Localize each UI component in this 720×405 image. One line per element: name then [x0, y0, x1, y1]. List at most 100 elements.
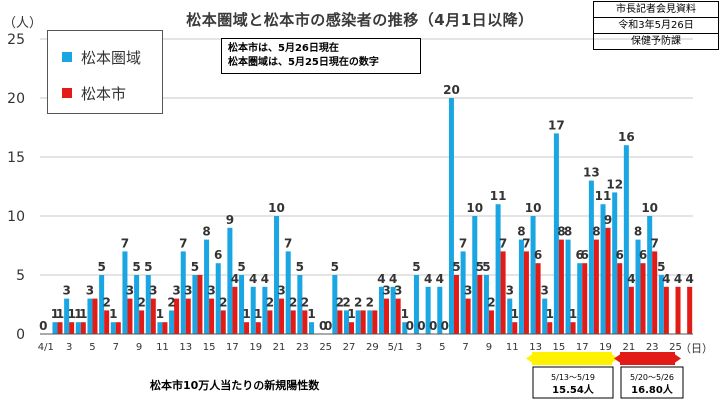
bar-label-region: 5	[657, 260, 665, 274]
y-axis-unit-label: （人）	[3, 16, 42, 31]
bar-label-city: 6	[581, 248, 589, 262]
bar-city	[220, 310, 226, 334]
y-tick-label: 15	[7, 150, 25, 166]
x-tick-label: 9	[486, 342, 492, 353]
bar-label-region: 2	[354, 295, 362, 309]
y-tick-label: 5	[16, 268, 25, 284]
bar-label-region: 1	[109, 307, 117, 321]
as-of-note: 松本市は、5月26日現在 松本圏域は、5月25日現在の数字	[221, 38, 421, 74]
bar-label-city: 2	[266, 295, 274, 309]
week1-band	[532, 352, 612, 365]
bar-region	[518, 239, 524, 334]
bar-city	[360, 310, 366, 334]
x-tick-label: 5	[89, 342, 95, 353]
source-line: 令和3年5月26日	[594, 17, 718, 33]
bar-city	[139, 310, 145, 334]
bar-city	[512, 322, 518, 334]
x-tick-label: 21	[622, 342, 635, 353]
bar-city	[115, 322, 121, 334]
bar-label-region: 5	[412, 260, 420, 274]
source-line: 市長記者会見資料	[616, 4, 696, 15]
y-tick-label: 10	[7, 209, 25, 225]
bar-city	[477, 275, 483, 334]
bar-label-region: 1	[74, 307, 82, 321]
week1-annotation: 5/13～5/19 15.54人	[526, 352, 618, 399]
bar-label-region: 3	[506, 284, 514, 298]
bar-city	[174, 298, 180, 334]
bar-region	[250, 286, 256, 334]
bar-label-region: 16	[618, 130, 635, 144]
week2-value: 16.80人	[631, 383, 674, 396]
bar-label-region: 4	[436, 272, 444, 286]
bar-region	[635, 239, 641, 334]
bar-city	[453, 275, 459, 334]
x-tick-label: 13	[529, 342, 542, 353]
bar-city	[349, 322, 355, 334]
bar-region	[507, 298, 513, 334]
bar-region	[75, 322, 81, 334]
bar-city	[395, 298, 401, 334]
x-tick-label: 15	[203, 342, 216, 353]
bar-region	[460, 251, 466, 334]
bar-label-region: 7	[459, 236, 467, 250]
bar-region	[87, 298, 93, 334]
bar-city	[593, 239, 599, 334]
bar-city	[209, 298, 215, 334]
bar-city	[372, 310, 378, 334]
legend-swatch-city	[62, 88, 72, 98]
bar-label-city: 6	[616, 248, 624, 262]
bar-label-region: 8	[634, 225, 642, 239]
bar-city	[69, 322, 75, 334]
bar-region	[332, 275, 338, 334]
bar-region	[122, 251, 128, 334]
bar-label-region: 5	[296, 260, 304, 274]
bar-city	[162, 322, 168, 334]
bar-region	[542, 298, 548, 334]
bar-label-city: 1	[79, 307, 87, 321]
week2-arrow-right	[673, 353, 681, 364]
week1-value: 15.54人	[552, 383, 595, 396]
bar-city	[675, 286, 681, 334]
bar-city	[628, 286, 634, 334]
bar-label-city: 7	[522, 236, 530, 250]
bar-label-region: 5	[482, 260, 490, 274]
bar-label-city: 3	[149, 284, 157, 298]
y-tick-label: 20	[7, 91, 25, 107]
source-line: 保健予防課	[594, 33, 718, 49]
bar-city	[582, 263, 588, 334]
bar-region	[169, 310, 175, 334]
x-tick-label: 3	[416, 342, 422, 353]
bar-label-city: 1	[569, 307, 577, 321]
bar-city	[255, 322, 261, 334]
bar-label-city: 0	[441, 319, 449, 333]
bar-label-region: 1	[156, 307, 164, 321]
x-tick-label: 7	[113, 342, 119, 353]
bar-city	[663, 286, 669, 334]
bar-label-region: 5	[237, 260, 245, 274]
x-tick-label: 19	[599, 342, 612, 353]
bar-label-city: 1	[67, 307, 75, 321]
bar-city	[337, 310, 343, 334]
x-tick-label: 29	[366, 342, 379, 353]
bar-region	[437, 286, 443, 334]
bar-city	[92, 298, 98, 334]
bar-label-city: 2	[219, 295, 227, 309]
bar-region	[425, 286, 431, 334]
x-tick-label: 15	[553, 342, 566, 353]
bar-label-city: 1	[242, 307, 250, 321]
bar-region	[483, 275, 489, 334]
bar-city	[232, 286, 238, 334]
bar-label-region: 1	[307, 307, 315, 321]
bar-region	[612, 192, 618, 334]
bar-label-region: 3	[86, 284, 94, 298]
bar-city	[279, 298, 285, 334]
bar-region	[64, 298, 70, 334]
bar-label-city: 4	[662, 272, 670, 286]
bar-label-region: 0	[319, 319, 327, 333]
bar-label-city: 3	[126, 284, 134, 298]
bar-label-region: 10	[268, 201, 285, 215]
bar-label-city: 4	[231, 272, 239, 286]
bar-city	[185, 298, 191, 334]
legend-label-city: 松本市	[81, 85, 127, 103]
